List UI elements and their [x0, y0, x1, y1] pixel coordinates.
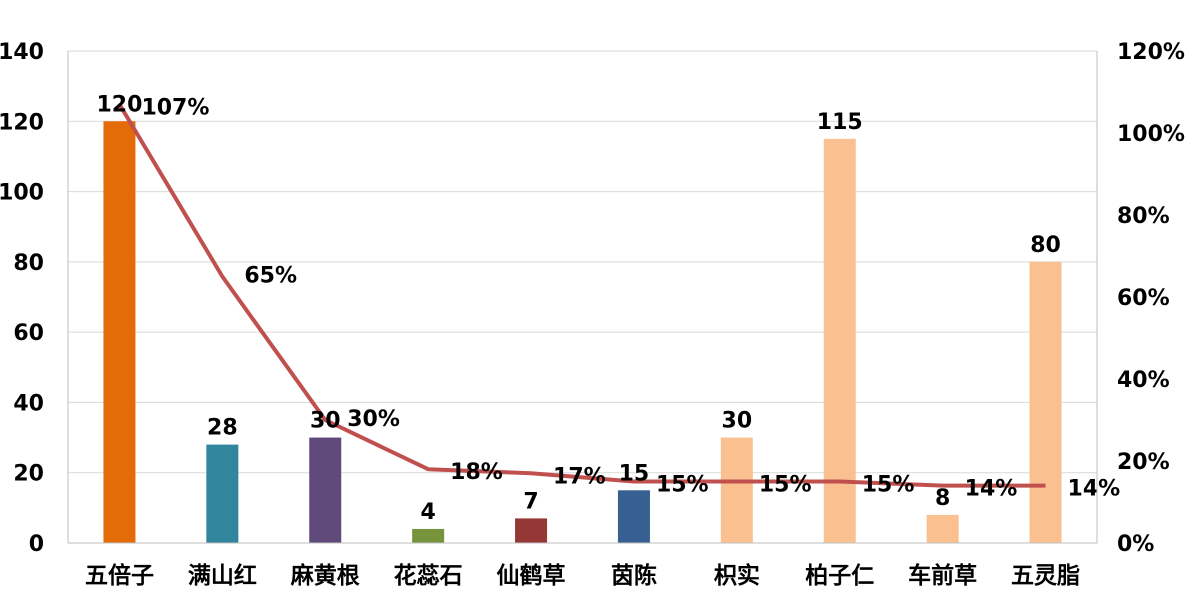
bar	[823, 138, 856, 543]
y-axis-tick-label: 40	[13, 391, 44, 416]
line-value-label: 15%	[656, 473, 709, 498]
bar	[412, 528, 445, 543]
bar-value-label: 30	[310, 409, 341, 434]
bar	[926, 514, 959, 543]
line-value-label: 17%	[553, 464, 606, 489]
y-axis-tick-label: 120	[0, 110, 44, 135]
gridlines	[68, 50, 1097, 474]
line-value-label: 18%	[450, 460, 503, 485]
bar	[1029, 261, 1062, 543]
line-value-label: 30%	[347, 407, 400, 432]
bar	[206, 444, 239, 543]
y2-axis-tick-label: 60%	[1117, 286, 1170, 311]
line-value-label: 15%	[862, 473, 915, 498]
y2-axis-tick-label: 120%	[1117, 40, 1185, 65]
y2-axis-tick-label: 0%	[1117, 532, 1154, 557]
line-value-label: 15%	[759, 473, 812, 498]
x-axis-category-label: 柏子仁	[805, 562, 874, 589]
y2-axis-tick-label: 100%	[1117, 122, 1185, 147]
x-axis-category-label: 车前草	[908, 562, 977, 589]
line-value-label: 65%	[244, 264, 297, 289]
line-value-label: 14%	[1068, 477, 1121, 502]
bar-value-label: 115	[817, 110, 863, 135]
line-value-label: 107%	[141, 95, 209, 120]
bars	[103, 121, 1062, 544]
x-axis-category-label: 茵陈	[611, 562, 657, 589]
data-labels: 120 28 30 4 7 15 30 115 8 80 107% 65% 30% 18% 17% 15% 15…	[96, 92, 1120, 525]
x-axis-category-label: 五灵脂	[1011, 563, 1080, 589]
x-axis-category-label: 花蕊石	[394, 563, 463, 589]
bar-value-label: 7	[523, 489, 538, 514]
y-axis-tick-label: 100	[0, 181, 44, 206]
y2-axis-tick-label: 80%	[1117, 204, 1170, 229]
x-axis-category-label: 仙鹤草	[497, 562, 566, 589]
bar	[309, 437, 342, 543]
y-axis-tick-label: 80	[13, 251, 44, 276]
bar-value-label: 80	[1030, 233, 1061, 258]
bar	[720, 437, 753, 543]
y-axis-tick-label: 0	[29, 532, 44, 557]
bar	[103, 121, 136, 544]
line-value-label: 14%	[965, 477, 1018, 502]
y2-axis-tick-label: 40%	[1117, 368, 1170, 393]
y-axis-tick-label: 60	[13, 321, 44, 346]
axes: 0 20 40 60 80 100 120 140 0% 20% 40% 60% 80% 100% 120%…	[0, 40, 1185, 589]
y-axis-tick-label: 140	[0, 40, 44, 65]
y2-axis-tick-label: 20%	[1117, 450, 1170, 475]
cumulative-line	[117, 103, 1046, 488]
line-series	[117, 103, 1046, 488]
x-axis-category-label: 满山红	[188, 562, 257, 589]
bar-value-label: 28	[207, 416, 238, 441]
x-axis-category-label: 五倍子	[85, 562, 154, 589]
bar	[617, 490, 650, 543]
x-axis-category-label: 麻黄根	[290, 562, 360, 589]
bar-value-label: 8	[935, 486, 950, 511]
bar-value-label: 15	[619, 461, 650, 486]
bar-value-label: 4	[420, 500, 435, 525]
bar-value-label: 30	[722, 409, 753, 434]
bar	[515, 518, 548, 543]
bar-value-label: 120	[96, 92, 142, 117]
y-axis-tick-label: 20	[13, 462, 44, 487]
x-axis-category-label: 枳实	[714, 562, 760, 589]
